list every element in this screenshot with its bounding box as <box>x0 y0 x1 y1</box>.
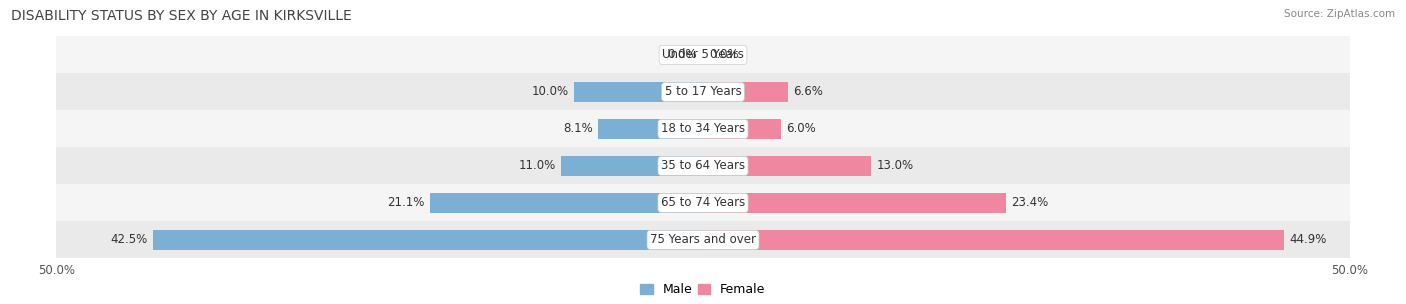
Bar <box>703 119 780 139</box>
Bar <box>56 221 1350 258</box>
Bar <box>56 74 1350 110</box>
Text: 6.6%: 6.6% <box>793 85 824 98</box>
Text: 18 to 34 Years: 18 to 34 Years <box>661 123 745 136</box>
Text: 21.1%: 21.1% <box>388 196 425 209</box>
Bar <box>703 82 789 102</box>
Text: 42.5%: 42.5% <box>111 233 148 247</box>
Text: 0.0%: 0.0% <box>710 48 740 61</box>
Text: 6.0%: 6.0% <box>786 123 815 136</box>
Bar <box>56 185 1350 221</box>
Bar <box>703 230 1284 250</box>
Bar <box>598 119 703 139</box>
Text: 23.4%: 23.4% <box>1011 196 1047 209</box>
Text: DISABILITY STATUS BY SEX BY AGE IN KIRKSVILLE: DISABILITY STATUS BY SEX BY AGE IN KIRKS… <box>11 9 352 23</box>
Legend: Male, Female: Male, Female <box>636 278 770 301</box>
Bar <box>703 193 1005 212</box>
Text: 0.0%: 0.0% <box>666 48 696 61</box>
Text: Under 5 Years: Under 5 Years <box>662 48 744 61</box>
Text: 65 to 74 Years: 65 to 74 Years <box>661 196 745 209</box>
Bar <box>153 230 703 250</box>
Bar <box>574 82 703 102</box>
Text: 11.0%: 11.0% <box>519 159 555 172</box>
Bar <box>430 193 703 212</box>
Bar <box>561 156 703 175</box>
Text: 35 to 64 Years: 35 to 64 Years <box>661 159 745 172</box>
Text: 13.0%: 13.0% <box>876 159 914 172</box>
Text: Source: ZipAtlas.com: Source: ZipAtlas.com <box>1284 9 1395 19</box>
Text: 8.1%: 8.1% <box>564 123 593 136</box>
Text: 44.9%: 44.9% <box>1289 233 1326 247</box>
Text: 10.0%: 10.0% <box>531 85 568 98</box>
Bar <box>56 36 1350 74</box>
Bar <box>703 156 872 175</box>
Bar <box>56 110 1350 147</box>
Bar <box>56 147 1350 185</box>
Text: 75 Years and over: 75 Years and over <box>650 233 756 247</box>
Text: 5 to 17 Years: 5 to 17 Years <box>665 85 741 98</box>
